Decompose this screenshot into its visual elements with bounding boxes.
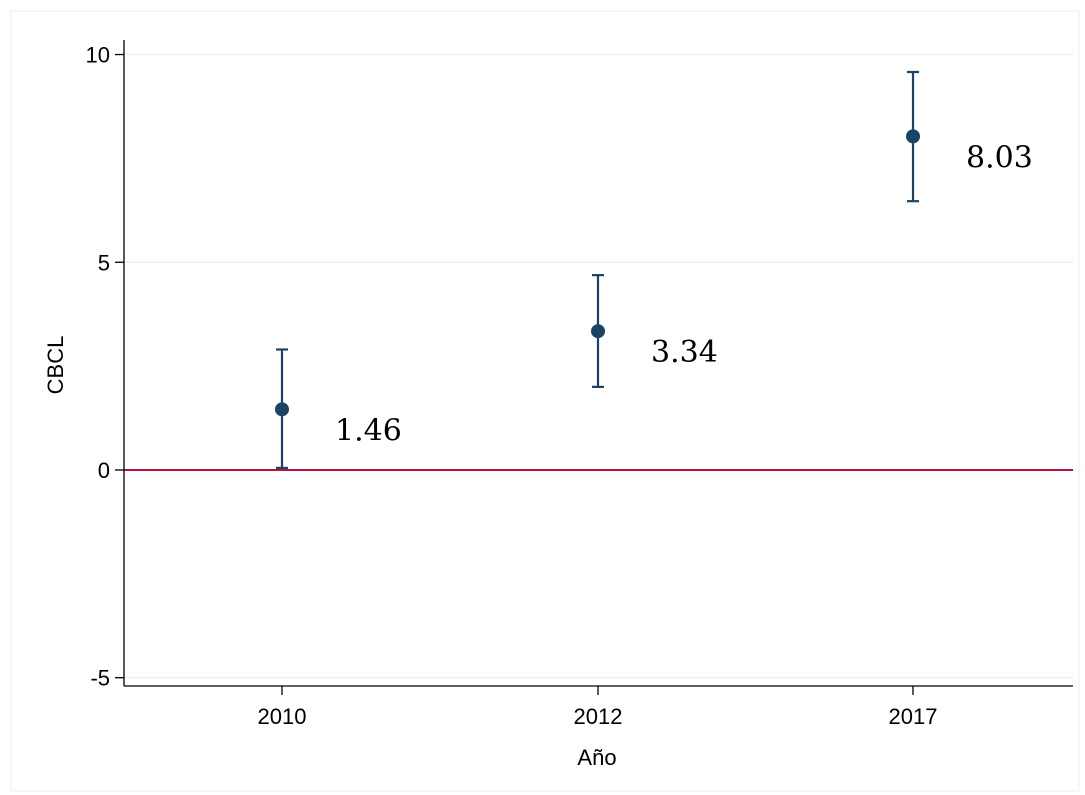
x-tick-label-2010: 2010	[258, 704, 307, 729]
y-axis-title: CBCL	[43, 336, 68, 395]
point-2012	[591, 324, 605, 339]
chart-frame	[10, 10, 1080, 792]
y-tick-label-10: 10	[86, 43, 110, 68]
grid-layer	[124, 53, 1073, 679]
x-axis-title: Año	[577, 745, 616, 770]
axes-layer: -5 0 5 10 2010 2012 2017	[86, 40, 1073, 729]
y-tick-label-5: 5	[98, 250, 110, 275]
y-tick-label-0: 0	[98, 458, 110, 483]
point-2010	[275, 402, 289, 417]
y-tick-label--5: -5	[90, 666, 110, 691]
data-layer: 1.46 3.34 8.03	[275, 70, 1033, 469]
data-label-2010: 1.46	[335, 413, 402, 448]
x-tick-label-2012: 2012	[574, 704, 623, 729]
point-2017	[906, 129, 920, 144]
x-tick-label-2017: 2017	[889, 704, 938, 729]
data-label-2017: 8.03	[966, 140, 1033, 175]
data-label-2012: 3.34	[651, 335, 718, 370]
